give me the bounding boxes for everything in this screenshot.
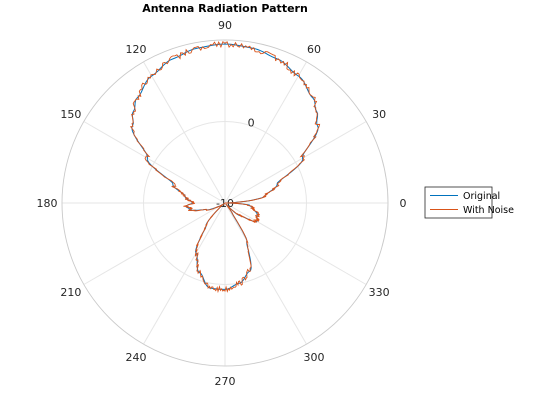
angular-tick-label: 270 xyxy=(215,375,236,388)
legend-label-with-noise: With Noise xyxy=(463,205,514,216)
legend-box xyxy=(424,186,493,219)
grid-spoke-120 xyxy=(143,61,226,204)
series-with-noise-line xyxy=(129,40,321,294)
angular-tick-label: 330 xyxy=(369,286,390,299)
angular-tick-label: 150 xyxy=(60,108,81,121)
angular-tick-label: 210 xyxy=(60,286,81,299)
grid-spoke-300 xyxy=(224,202,307,345)
legend: Original With Noise xyxy=(424,186,514,219)
polar-axis-outline xyxy=(61,39,389,367)
legend-label-original: Original xyxy=(463,191,500,202)
grid-spoke-210 xyxy=(83,202,226,285)
polar-grid xyxy=(61,39,389,367)
data-series xyxy=(129,40,321,294)
angular-tick-label: 0 xyxy=(400,197,407,210)
grid-spoke-60 xyxy=(224,61,307,204)
angular-tick-label: 30 xyxy=(372,108,386,121)
radial-tick-labels: -100 xyxy=(216,117,255,210)
grid-spoke-150 xyxy=(83,121,226,204)
angular-tick-label: 240 xyxy=(126,351,147,364)
chart-title: Antenna Radiation Pattern xyxy=(142,2,308,15)
angular-tick-label: 60 xyxy=(307,43,321,56)
grid-spoke-30 xyxy=(224,121,367,204)
grid-spoke-330 xyxy=(224,202,367,285)
angular-tick-label: 300 xyxy=(304,351,325,364)
radial-tick-label: 0 xyxy=(248,117,255,130)
grid-spoke-240 xyxy=(143,202,226,345)
angular-tick-label: 180 xyxy=(37,197,58,210)
angular-tick-label: 90 xyxy=(218,19,232,32)
angular-tick-label: 120 xyxy=(126,43,147,56)
angular-tick-labels: 0 30 60 90 120 150 180 210 240 270 300 330 xyxy=(37,19,407,388)
